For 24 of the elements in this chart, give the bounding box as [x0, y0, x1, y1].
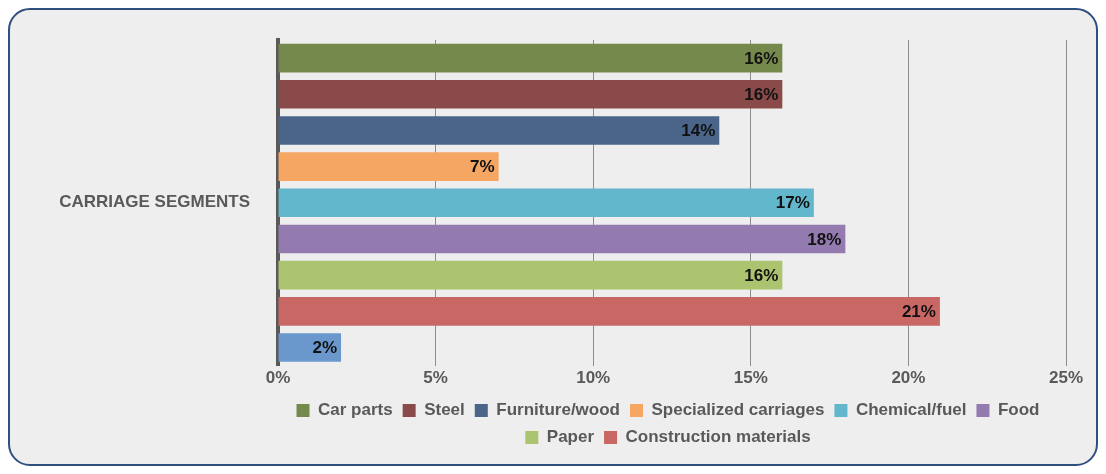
x-tick-label: 25%: [1048, 368, 1084, 388]
data-label: 17%: [775, 193, 810, 213]
data-label: 21%: [901, 302, 936, 322]
data-label: 2%: [312, 338, 338, 358]
legend-label: Car parts: [318, 400, 393, 420]
legend-label: Paper: [546, 427, 595, 447]
legend-label: Food: [997, 400, 1040, 420]
legend-label: Specialized carriages: [651, 400, 825, 420]
x-tick-label: 15%: [733, 368, 768, 388]
data-label: 16%: [744, 265, 779, 285]
legend-label: Steel: [424, 400, 465, 420]
legend-label: Construction materials: [625, 427, 811, 447]
data-label: 16%: [744, 48, 779, 68]
legend-label: Chemical/fuel: [855, 400, 967, 420]
x-tick-label: 0%: [265, 368, 291, 388]
data-label: 18%: [807, 229, 842, 249]
x-tick-label: 5%: [423, 368, 448, 388]
x-tick-label: 10%: [576, 368, 611, 388]
data-label: 14%: [681, 121, 716, 141]
legend-label: Furniture/wood: [496, 400, 620, 420]
x-tick-label: 20%: [891, 368, 926, 388]
data-label: 16%: [744, 84, 779, 104]
data-label: 7%: [470, 157, 495, 177]
y-axis-title: CARRIAGE SEGMENTS: [59, 192, 250, 212]
